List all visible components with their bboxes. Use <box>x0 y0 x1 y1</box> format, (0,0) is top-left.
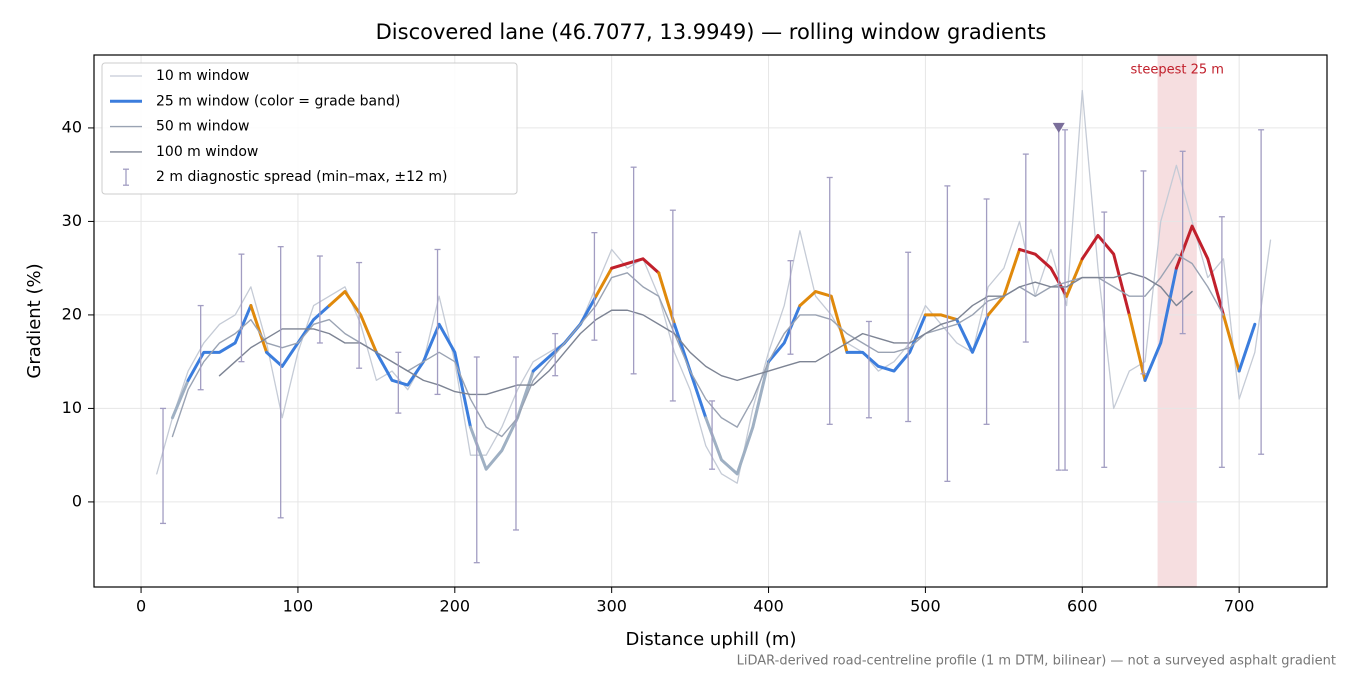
series-line <box>468 369 535 471</box>
series-line <box>1221 313 1241 373</box>
legend: 10 m window 25 m window (color = grade ba… <box>101 62 518 195</box>
series-line <box>374 322 472 429</box>
legend-label: 2 m diagnostic spread (min–max, ±12 m) <box>156 169 447 185</box>
y-tick-label: 40 <box>62 117 82 136</box>
highlight-span <box>1157 55 1197 587</box>
y-axis-label: Gradient (%) <box>24 263 45 378</box>
series-line <box>171 253 1225 438</box>
series-line <box>218 272 1193 396</box>
series-line <box>327 290 378 354</box>
y-tick-label: 10 <box>62 398 82 417</box>
series-line <box>704 360 771 476</box>
x-axis-label: Distance uphill (m) <box>626 629 797 650</box>
footnote: LiDAR-derived road-centreline profile (1… <box>737 654 1336 669</box>
series-line <box>170 378 190 420</box>
series-line <box>955 313 990 354</box>
y-tick-label: 20 <box>62 304 82 323</box>
series-line <box>594 266 614 298</box>
x-tick-label: 700 <box>1224 597 1255 616</box>
legend-label: 10 m window <box>156 68 249 84</box>
highlight-label: steepest 25 m <box>1130 63 1223 78</box>
plot-frame <box>93 54 1328 588</box>
x-tick-label: 200 <box>440 597 471 616</box>
series-line <box>923 313 959 322</box>
chart-title: Discovered lane (46.7077, 13.9949) — rol… <box>376 20 1047 44</box>
legend-label: 25 m window (color = grade band) <box>156 93 400 109</box>
y-tick-label: 30 <box>62 211 82 230</box>
series-line <box>798 290 849 354</box>
series-line <box>1174 224 1225 317</box>
series-line <box>657 271 676 326</box>
x-tick-label: 0 <box>136 597 146 616</box>
legend-box <box>101 62 518 195</box>
peak-marker <box>1052 122 1065 133</box>
series-line <box>186 304 253 382</box>
series-line <box>1143 266 1178 382</box>
series-line <box>1065 257 1084 298</box>
series-line <box>767 304 802 364</box>
legend-label: 100 m window <box>156 144 258 160</box>
series-line <box>610 257 661 275</box>
y-tick-label: 0 <box>72 491 82 510</box>
series-line <box>1080 233 1131 317</box>
series-line <box>156 89 1272 484</box>
x-tick-label: 400 <box>753 597 784 616</box>
series-line <box>249 304 269 354</box>
x-tick-label: 300 <box>596 597 627 616</box>
legend-label: 50 m window <box>156 119 249 135</box>
series-line <box>1127 313 1147 382</box>
x-tick-label: 100 <box>283 597 314 616</box>
series-line <box>531 294 598 373</box>
x-tick-label: 500 <box>910 597 941 616</box>
series-line <box>845 313 927 373</box>
series-line <box>1237 322 1257 373</box>
x-tick-label: 600 <box>1067 597 1098 616</box>
